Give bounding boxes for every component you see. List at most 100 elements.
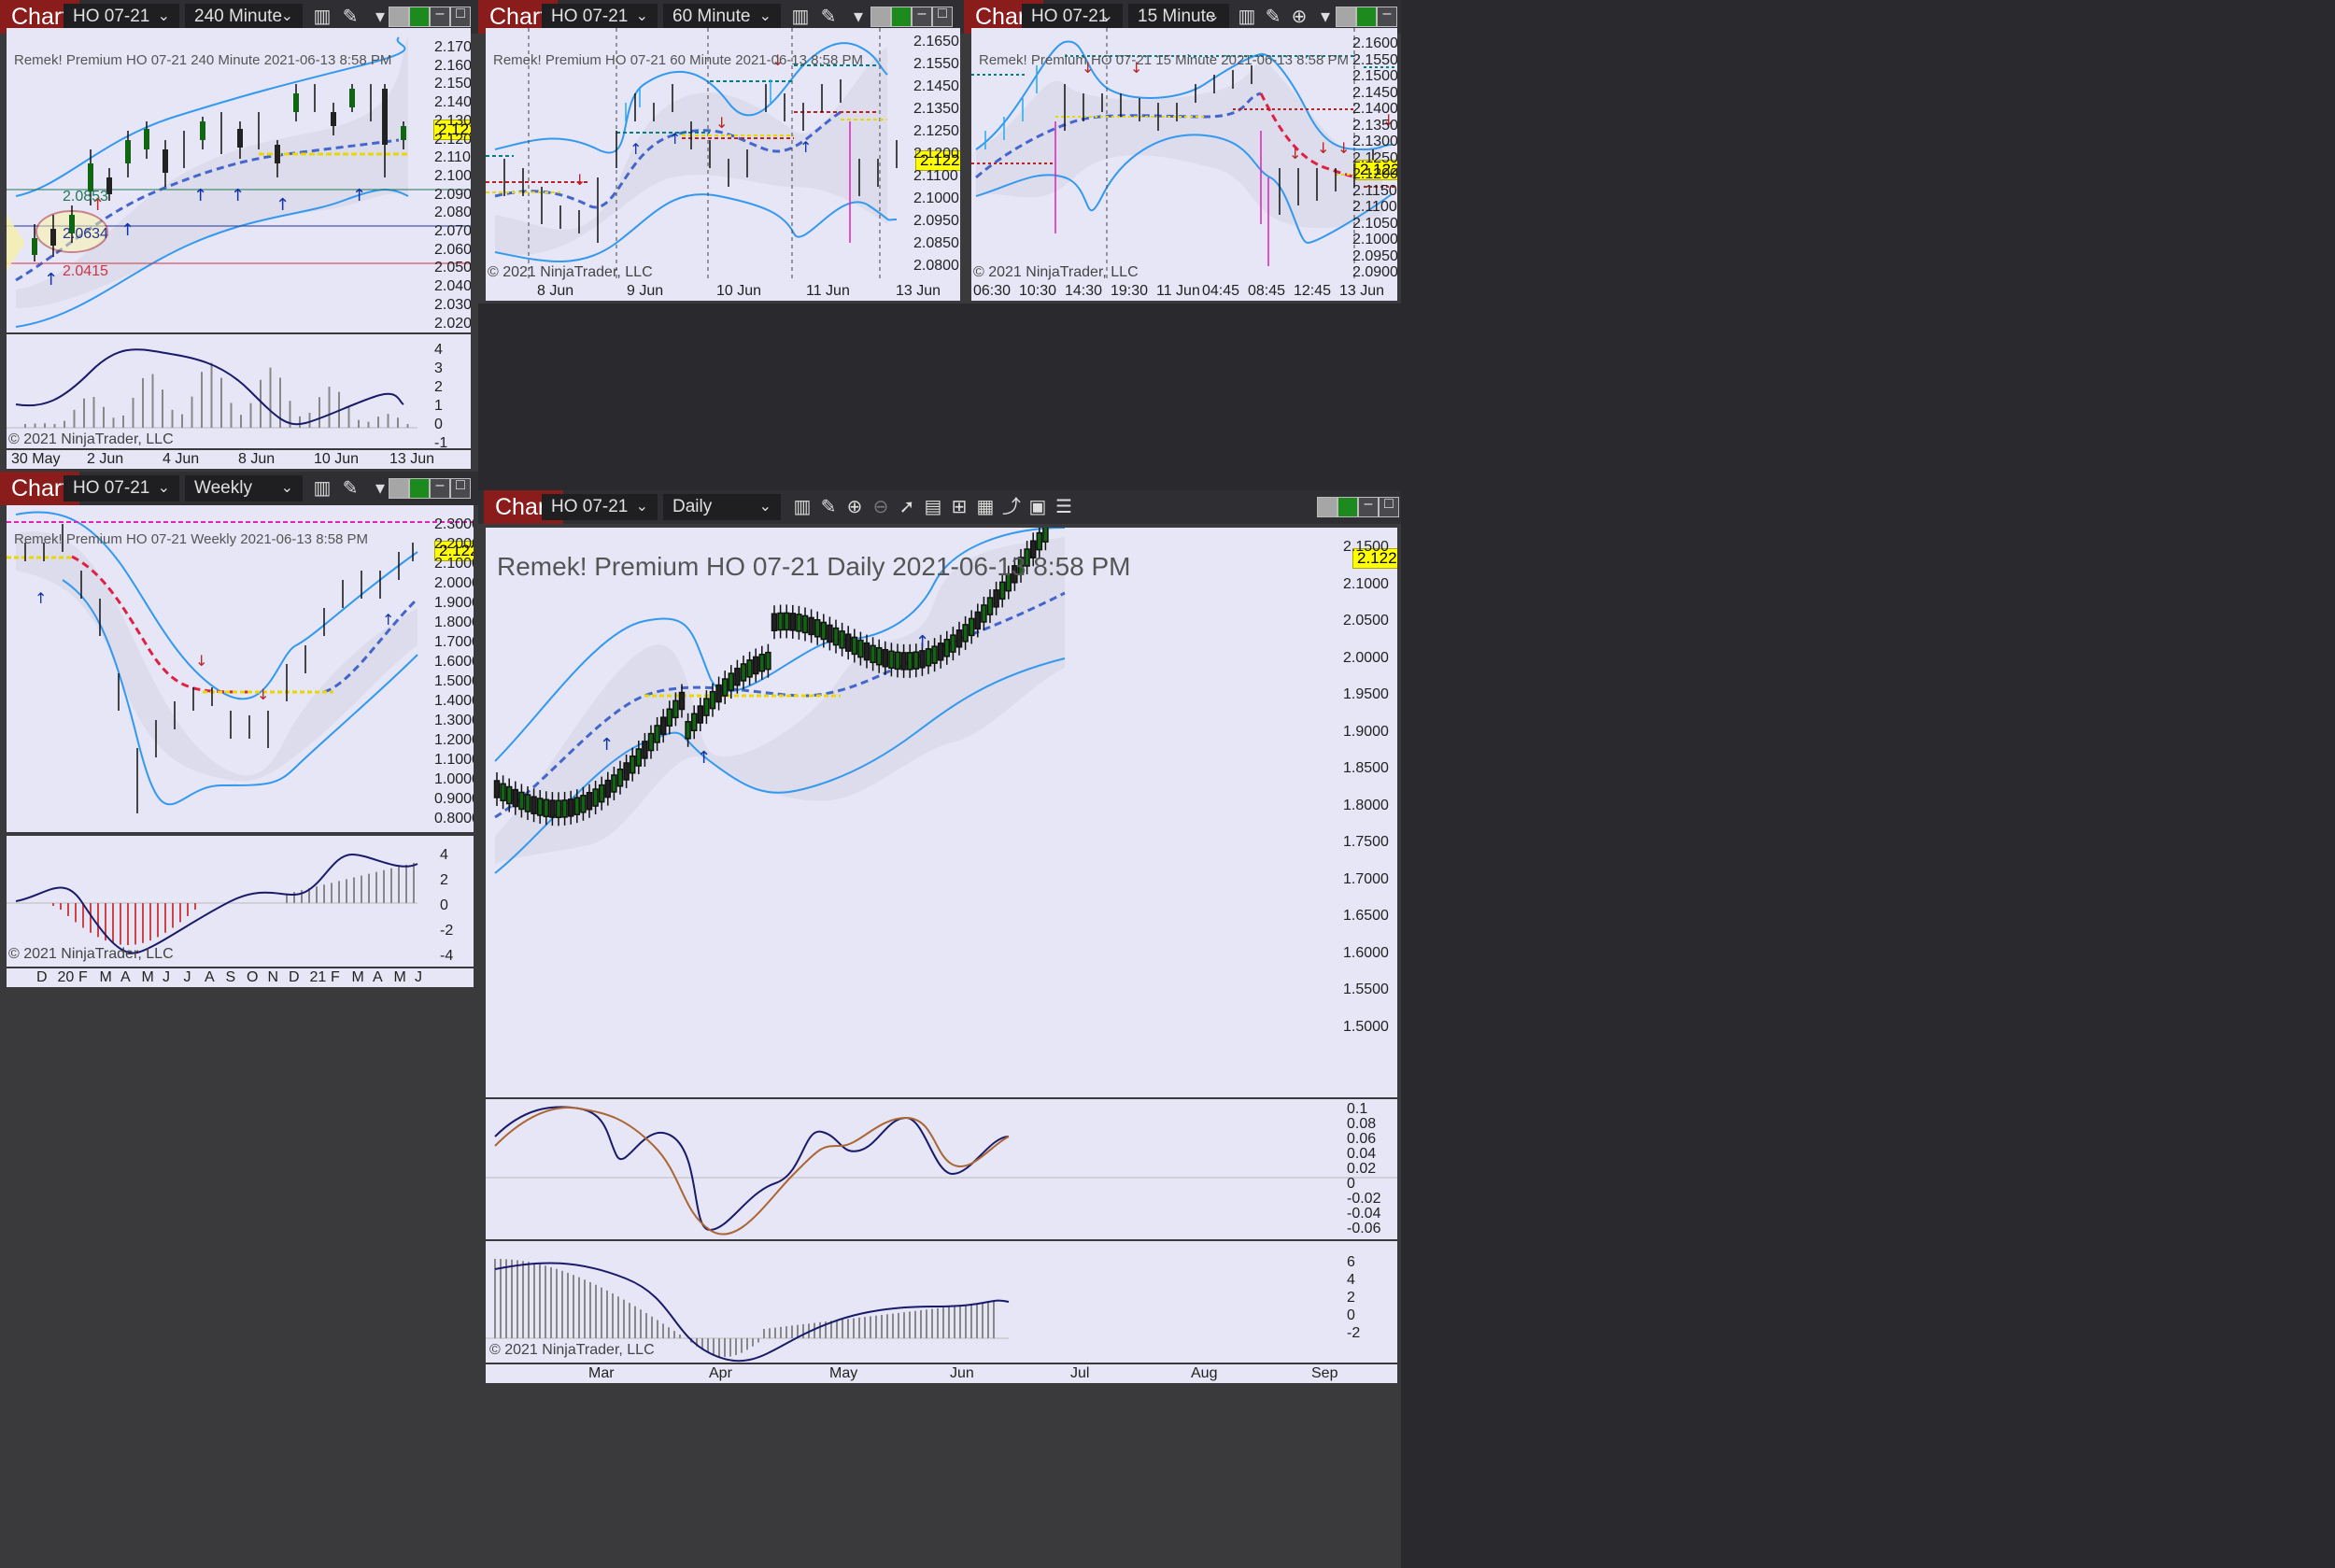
- pointer-icon[interactable]: ➚: [899, 497, 915, 517]
- link-grey-button[interactable]: [870, 7, 891, 27]
- y-tick-label: 1.5000: [1343, 1018, 1389, 1035]
- interval-selector[interactable]: 15 Minute ⌄: [1128, 4, 1229, 30]
- maximize-button[interactable]: □: [1379, 496, 1399, 517]
- link-green-button[interactable]: [409, 7, 430, 27]
- svg-text:↑: ↑: [352, 186, 366, 205]
- y-tick-label: -1: [434, 435, 448, 448]
- zoom-in-icon[interactable]: ⊕: [846, 497, 863, 517]
- y-tick-label: 2.1000: [913, 191, 959, 206]
- x-axis: D 20 F M A M J J A S O N D 21 F M A M J: [7, 968, 474, 987]
- x-tick-label: J: [415, 969, 422, 985]
- minimize-button[interactable]: –: [1358, 496, 1379, 517]
- macd-panel: 0.1 0.08 0.06 0.04 0.02 0 -0.02 -0.04 -0.06: [486, 1099, 1397, 1239]
- maximize-button[interactable]: □: [932, 6, 953, 27]
- link-grey-button[interactable]: [389, 478, 409, 499]
- y-tick-label: 2.1100: [434, 149, 471, 166]
- y-tick-label: 2.0700: [434, 223, 471, 239]
- instrument-selector[interactable]: HO 07-21 ⌄: [1022, 4, 1123, 30]
- minimize-button[interactable]: –: [430, 6, 450, 27]
- x-tick-label: 06:30: [973, 283, 1012, 299]
- x-tick-label: M: [351, 969, 364, 985]
- y-tick-label: 2.1550: [1352, 51, 1397, 68]
- chevron-down-icon: ⌄: [1100, 8, 1113, 24]
- y-tick-label: 1.6000: [434, 654, 474, 670]
- indicators-icon[interactable]: ▦: [976, 497, 995, 517]
- maximize-button[interactable]: □: [450, 477, 471, 499]
- x-tick-label: 13 Jun: [896, 283, 941, 299]
- pencil-icon[interactable]: ✎: [1265, 7, 1281, 27]
- list-icon[interactable]: ☰: [1055, 497, 1072, 517]
- price-panel[interactable]: ↑ ↑ ↓ ↓ Remek! Premium HO 07-21 Weekly 202…: [7, 505, 474, 832]
- chevron-down-icon: ⌄: [758, 8, 771, 24]
- y-tick-label: 1.8500: [1343, 760, 1389, 776]
- y-tick-label: 2.1400: [434, 94, 471, 111]
- instrument-selector[interactable]: HO 07-21 ⌄: [64, 475, 179, 501]
- properties-icon[interactable]: ⤴: [1002, 497, 1021, 517]
- instrument-selector[interactable]: HO 07-21 ⌄: [542, 4, 658, 30]
- dropdown-icon[interactable]: ▾: [1320, 7, 1331, 27]
- y-tick-label: 1.8000: [434, 614, 474, 630]
- strategy-icon[interactable]: ⊞: [951, 497, 968, 517]
- interval-selector[interactable]: Daily ⌄: [663, 494, 781, 520]
- link-green-button[interactable]: [1356, 7, 1377, 27]
- interval-selector[interactable]: 240 Minute ⌄: [185, 4, 303, 30]
- dropdown-icon[interactable]: ▾: [375, 7, 386, 27]
- interval-selector[interactable]: 60 Minute ⌄: [663, 4, 781, 30]
- y-tick-label: 2.0000: [1343, 649, 1389, 666]
- y-tick-label: 1.3000: [434, 713, 474, 728]
- y-tick-label: 1.7000: [434, 634, 474, 650]
- y-tick-label: 2.0900: [434, 186, 471, 203]
- price-panel[interactable]: ↑ ↑ ↑ ↑ ↑ ↑ ↑ Remek! Premium HO 07-21 240 Min…: [7, 28, 471, 332]
- x-axis: 06:30 10:30 14:30 19:30 11 Jun 04:45 08:45 12:4…: [971, 282, 1397, 301]
- interval-selector[interactable]: Weekly ⌄: [185, 475, 303, 501]
- price-panel[interactable]: ↓ ↓ ↓ ↓ ↓ ↓ Remek! Premium HO 07-21 15 Minute…: [971, 28, 1397, 282]
- y-tick-label: -0.02: [1347, 1191, 1381, 1207]
- link-green-button[interactable]: [891, 7, 912, 27]
- price-chart-svg: ↑ ↑ ↓ ↓: [7, 511, 474, 813]
- y-tick-label: 1.9000: [1343, 723, 1389, 740]
- bar-chart-icon[interactable]: ▥: [793, 497, 812, 517]
- chevron-down-icon: ⌄: [1207, 8, 1220, 24]
- minimize-button[interactable]: –: [912, 6, 932, 27]
- link-green-button[interactable]: [409, 478, 430, 499]
- pencil-icon[interactable]: ✎: [342, 7, 359, 27]
- price-chart-svg: ↓ ↓ ↓ ↓ ↓ ↓: [971, 28, 1397, 282]
- x-tick-label: M: [141, 969, 154, 985]
- instrument-selector[interactable]: HO 07-21 ⌄: [64, 4, 179, 30]
- instrument-selector[interactable]: HO 07-21 ⌄: [542, 494, 658, 520]
- pencil-icon[interactable]: ✎: [820, 7, 837, 27]
- bar-chart-icon[interactable]: ▥: [313, 478, 332, 499]
- svg-text:↓: ↓: [573, 171, 586, 189]
- y-tick-label: 2.1500: [1343, 539, 1389, 555]
- y-tick-label: 2.1250: [913, 123, 959, 139]
- oscillator-svg: [7, 853, 418, 954]
- pencil-icon[interactable]: ✎: [820, 497, 837, 517]
- price-panel[interactable]: ↑ ↑ ↑ Remek! Premium HO 07-21 Daily 2021-0…: [486, 528, 1397, 1097]
- bar-chart-icon[interactable]: ▥: [313, 7, 332, 27]
- pencil-icon[interactable]: ✎: [342, 478, 359, 499]
- link-grey-button[interactable]: [389, 7, 409, 27]
- x-tick-label: M: [99, 969, 112, 985]
- data-box-icon[interactable]: ▤: [924, 497, 942, 517]
- list-icon[interactable]: ▣: [1028, 497, 1047, 517]
- minimize-button[interactable]: –: [430, 477, 450, 499]
- link-green-button[interactable]: [1337, 497, 1358, 517]
- y-tick-label: 3: [434, 360, 443, 376]
- maximize-button[interactable]: □: [450, 6, 471, 27]
- dropdown-icon[interactable]: ▾: [375, 478, 386, 499]
- link-grey-button[interactable]: [1317, 497, 1337, 517]
- bar-chart-icon[interactable]: ▥: [1238, 7, 1256, 27]
- minimize-button[interactable]: –: [1377, 6, 1397, 27]
- price-panel[interactable]: ↑ ↑ ↑ ↓ ↓ ↓ Remek! Premium HO 07-21 60 Minut…: [486, 28, 960, 282]
- zoom-in-icon[interactable]: ⊕: [1291, 7, 1308, 27]
- zoom-out-icon[interactable]: ⊖: [872, 497, 889, 517]
- link-grey-button[interactable]: [1336, 7, 1356, 27]
- dropdown-icon[interactable]: ▾: [853, 7, 864, 27]
- y-tick-label: 2.1200: [913, 146, 959, 162]
- svg-text:↓: ↓: [715, 114, 728, 132]
- price-chart-svg: ↑ ↑ ↑: [493, 528, 1066, 874]
- svg-text:↑: ↑: [231, 186, 245, 205]
- x-tick-label: 13 Jun: [389, 451, 435, 467]
- level-label: 2.0415: [63, 263, 108, 279]
- bar-chart-icon[interactable]: ▥: [791, 7, 810, 27]
